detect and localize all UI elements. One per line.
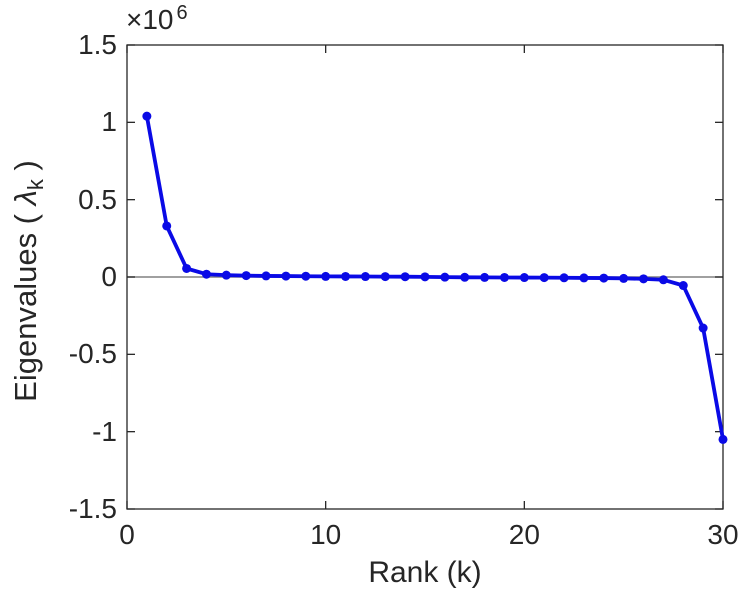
data-point: [360, 272, 370, 282]
data-point: [440, 272, 450, 282]
y-tick-label: -0.5: [68, 338, 117, 370]
exponent-power: 6: [176, 1, 188, 24]
data-point: [698, 323, 708, 333]
data-point: [539, 273, 549, 283]
data-point: [619, 273, 629, 283]
y-tick-label: 1: [101, 106, 117, 138]
y-tick-label: 1.5: [78, 29, 117, 60]
data-point: [380, 272, 390, 282]
y-label-subscript: k: [23, 179, 49, 191]
data-point: [678, 281, 688, 291]
data-point: [301, 271, 311, 281]
data-point: [341, 271, 351, 281]
data-point: [639, 274, 649, 284]
data-point: [241, 271, 251, 281]
y-axis-label: Eigenvalues ( λk ): [8, 96, 49, 466]
data-point: [599, 273, 609, 283]
data-point: [400, 272, 410, 282]
data-point: [559, 273, 569, 283]
data-point: [519, 273, 529, 283]
data-point: [718, 434, 728, 444]
data-point: [658, 275, 668, 285]
data-point: [261, 271, 271, 281]
x-axis-label: Rank (k): [368, 556, 482, 589]
data-point: [142, 111, 152, 121]
y-tick-label: -1: [92, 415, 117, 447]
data-point: [499, 272, 509, 282]
data-point: [281, 271, 291, 281]
data-point: [221, 270, 231, 280]
x-tick-label: 20: [508, 519, 540, 550]
x-tick-label: 30: [707, 519, 739, 550]
y-axis-exponent-label: ×10 6: [126, 1, 188, 36]
data-line: [144, 114, 725, 442]
y-tick-label: -1.5: [68, 493, 117, 524]
x-tick-label: 10: [310, 519, 342, 550]
data-point: [460, 272, 470, 282]
lambda-symbol: λ: [8, 190, 43, 206]
data-point: [480, 272, 490, 282]
y-tick-label: 0.5: [78, 183, 117, 215]
data-point: [321, 271, 331, 281]
data-point: [162, 221, 172, 231]
data-point: [201, 269, 211, 279]
data-point: [579, 273, 589, 283]
data-point: [182, 263, 192, 273]
data-point: [420, 272, 430, 282]
y-label-suffix: ): [8, 160, 43, 180]
exponent-base: ×10: [126, 4, 174, 35]
y-tick-label: 0: [101, 261, 117, 292]
x-tick-label: 0: [119, 519, 135, 550]
y-label-prefix: Eigenvalues (: [8, 205, 43, 402]
